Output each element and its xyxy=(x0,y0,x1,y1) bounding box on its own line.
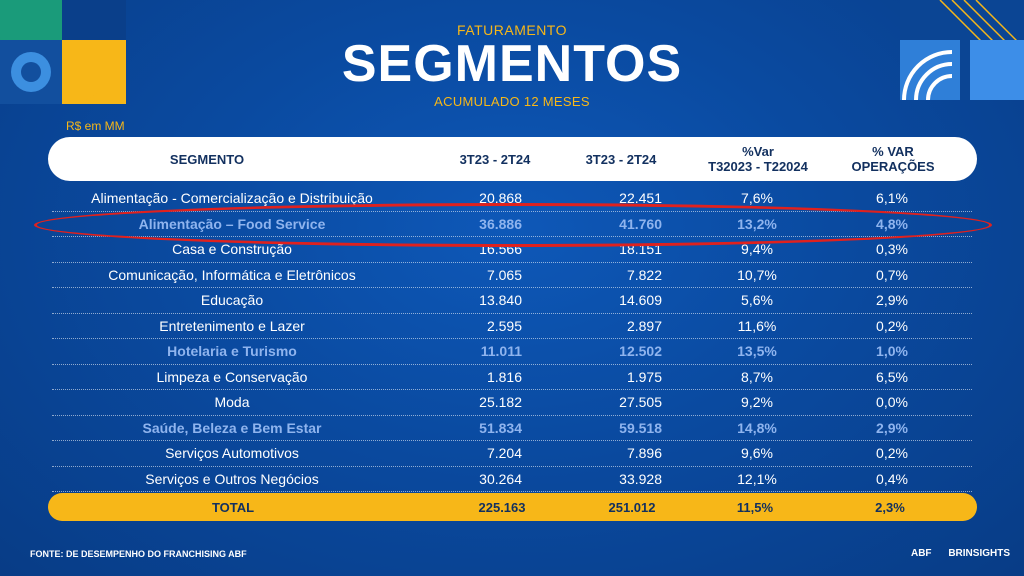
brinsights-logo: BRINSIGHTS xyxy=(948,548,1010,559)
table-row: Serviços Automotivos 7.204 7.896 9,6% 0,… xyxy=(52,441,972,467)
column-header-var-line2: T32023 - T22024 xyxy=(708,159,808,174)
value-period-a: 25.182 xyxy=(479,394,522,410)
decorative-shapes-top-left xyxy=(0,0,126,104)
value-period-a: 51.834 xyxy=(479,419,522,436)
value-period-a: 20.868 xyxy=(479,190,522,206)
value-period-a: 30.264 xyxy=(479,470,522,487)
column-header-ops: % VAR OPERAÇÕES xyxy=(828,144,958,174)
unit-label: R$ em MM xyxy=(66,119,125,133)
value-period-a: 1.816 xyxy=(486,368,522,385)
segment-name: Serviços e Outros Negócios xyxy=(145,470,319,487)
percent-ops: 0,3% xyxy=(876,241,908,257)
segment-name: Limpeza e Conservação xyxy=(156,368,308,385)
table-row-highlighted: Saúde, Beleza e Bem Estar 51.834 59.518 … xyxy=(52,416,972,441)
red-highlight-ellipse xyxy=(34,203,992,247)
value-period-b: 59.518 xyxy=(619,419,662,436)
value-period-b: 7.822 xyxy=(626,266,662,283)
percent-var: 13,5% xyxy=(737,343,777,359)
percent-ops: 0,0% xyxy=(876,394,908,410)
value-period-b: 14.609 xyxy=(619,292,662,308)
column-header-ops-line1: % VAR xyxy=(872,144,914,159)
segment-name: Entretenimento e Lazer xyxy=(159,317,305,334)
abf-logo: ABF xyxy=(910,548,932,559)
column-header-period-a: 3T23 - 2T24 xyxy=(459,152,531,167)
column-header-period-b: 3T23 - 2T24 xyxy=(585,152,657,167)
value-period-a: 2.595 xyxy=(486,317,522,334)
value-period-b: 33.928 xyxy=(619,470,662,487)
table-row: Comunicação, Informática e Eletrônicos 7… xyxy=(52,263,972,288)
table-row: Moda 25.182 27.505 9,2% 0,0% xyxy=(52,390,972,416)
table-row: Serviços e Outros Negócios 30.264 33.928… xyxy=(52,467,972,492)
percent-var: 11,6% xyxy=(737,317,777,334)
segment-name: Alimentação - Comercialização e Distribu… xyxy=(91,190,373,206)
decorative-shapes-top-right xyxy=(900,0,1024,100)
segment-name: Comunicação, Informática e Eletrônicos xyxy=(108,266,356,283)
value-period-b: 22.451 xyxy=(619,190,662,206)
value-period-b: 12.502 xyxy=(619,343,662,359)
page-title: SEGMENTOS xyxy=(341,35,683,93)
column-header-var-line1: %Var xyxy=(742,144,774,159)
percent-ops: 1,0% xyxy=(876,343,908,359)
percent-ops: 0,2% xyxy=(876,445,908,461)
table-row-highlighted: Hotelaria e Turismo 11.011 12.502 13,5% … xyxy=(52,339,972,365)
percent-var: 12,1% xyxy=(737,470,777,487)
total-label: TOTAL xyxy=(211,500,255,515)
percent-var: 14,8% xyxy=(737,419,777,436)
column-header-segment: SEGMENTO xyxy=(169,152,245,167)
value-period-a: 7.065 xyxy=(486,266,522,283)
percent-ops: 2,9% xyxy=(876,292,908,308)
value-period-b: 27.505 xyxy=(619,394,662,410)
footer-logos: ABF BRINSIGHTS xyxy=(897,548,1010,559)
segment-name: Hotelaria e Turismo xyxy=(167,343,297,359)
value-period-a: 7.204 xyxy=(486,445,522,461)
percent-var: 5,6% xyxy=(741,292,773,308)
table-row: Limpeza e Conservação 1.816 1.975 8,7% 6… xyxy=(52,365,972,390)
total-period-a: 225.163 xyxy=(478,500,526,515)
percent-var: 9,4% xyxy=(741,241,773,257)
total-period-b: 251.012 xyxy=(608,500,656,515)
total-percent-var: 11,5% xyxy=(736,500,774,515)
segment-name: Casa e Construção xyxy=(172,241,292,257)
value-period-a: 11.011 xyxy=(480,343,522,359)
percent-var: 9,6% xyxy=(741,445,773,461)
column-header-var: %Var T32023 - T22024 xyxy=(688,144,828,174)
value-period-b: 2.897 xyxy=(626,317,662,334)
kicker-label: FATURAMENTO xyxy=(457,22,567,38)
percent-var: 10,7% xyxy=(737,266,777,283)
segment-name: Educação xyxy=(200,292,264,308)
percent-ops: 0,2% xyxy=(876,317,908,334)
table-row: Educação 13.840 14.609 5,6% 2,9% xyxy=(52,288,972,314)
percent-var: 9,2% xyxy=(741,394,773,410)
value-period-a: 13.840 xyxy=(479,292,522,308)
percent-var: 8,7% xyxy=(741,368,773,385)
segment-name: Moda xyxy=(214,394,250,410)
subtitle: ACUMULADO 12 MESES xyxy=(434,94,590,109)
table-header: SEGMENTO 3T23 - 2T24 3T23 - 2T24 %Var T3… xyxy=(48,137,977,181)
percent-ops: 0,4% xyxy=(876,470,908,487)
segment-name: Serviços Automotivos xyxy=(165,445,299,461)
total-percent-ops: 2,3% xyxy=(875,500,905,515)
value-period-b: 7.896 xyxy=(626,445,662,461)
percent-ops: 2,9% xyxy=(876,419,908,436)
source-note: FONTE: DE DESEMPENHO DO FRANCHISING ABF xyxy=(30,549,247,559)
percent-ops: 6,1% xyxy=(876,190,908,206)
column-header-ops-line2: OPERAÇÕES xyxy=(851,159,935,174)
value-period-b: 1.975 xyxy=(626,368,662,385)
total-row: TOTAL 225.163 251.012 11,5% 2,3% xyxy=(48,493,977,521)
percent-ops: 0,7% xyxy=(876,266,908,283)
percent-var: 7,6% xyxy=(741,190,773,206)
table-row: Entretenimento e Lazer 2.595 2.897 11,6%… xyxy=(52,314,972,339)
percent-ops: 6,5% xyxy=(876,368,908,385)
segment-name: Saúde, Beleza e Bem Estar xyxy=(142,419,322,436)
